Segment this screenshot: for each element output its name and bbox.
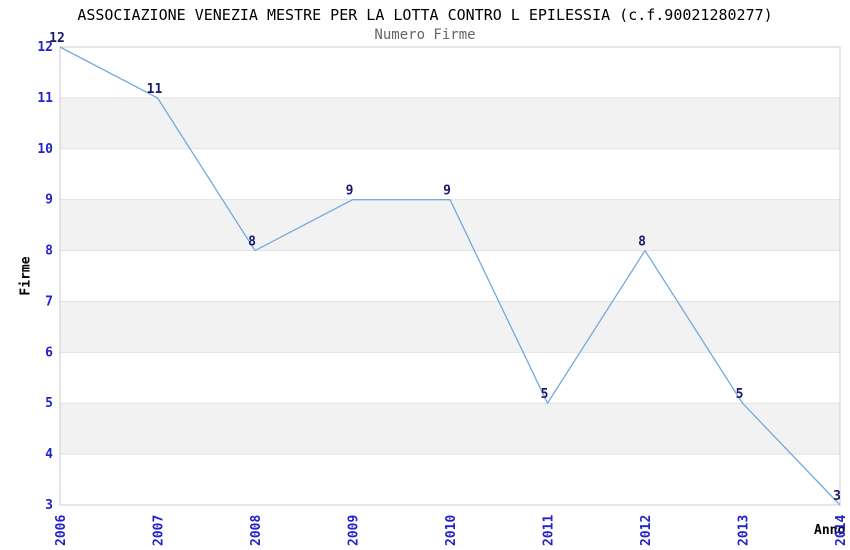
point-label: 12 xyxy=(49,31,65,46)
y-tick-label: 11 xyxy=(37,91,53,106)
x-tick-label: 2011 xyxy=(542,515,557,546)
y-tick-label: 3 xyxy=(45,498,53,513)
x-tick-label: 2012 xyxy=(639,515,654,546)
x-tick-label: 2010 xyxy=(444,515,459,546)
plot-band xyxy=(60,301,840,353)
y-tick-label: 7 xyxy=(45,294,53,309)
x-tick-label: 2013 xyxy=(737,515,752,546)
y-tick-label: 8 xyxy=(45,244,53,259)
gridlines xyxy=(60,97,840,455)
point-label: 5 xyxy=(736,387,744,402)
point-label: 8 xyxy=(638,235,646,250)
y-tick-label: 4 xyxy=(45,447,53,462)
y-tick-label: 9 xyxy=(45,193,53,208)
y-tick-label: 10 xyxy=(37,142,53,157)
y-tick-label: 5 xyxy=(45,396,53,411)
x-axis-label: Anno xyxy=(814,523,846,538)
point-label: 9 xyxy=(346,184,354,199)
point-label: 9 xyxy=(443,184,451,199)
plot-band xyxy=(60,199,840,251)
point-labels: 12 11 8 9 9 5 8 5 3 xyxy=(49,31,841,504)
plot-band xyxy=(60,403,840,455)
x-tick-label: 2014 xyxy=(834,515,849,546)
plot-bands xyxy=(60,97,840,455)
point-label: 3 xyxy=(833,489,841,504)
plot-border xyxy=(59,46,841,506)
x-tick-label: 2006 xyxy=(54,515,69,546)
data-line xyxy=(59,46,841,506)
x-tick-labels: 2006 2007 2008 2009 2010 2011 2012 2013 2014 xyxy=(54,515,849,546)
y-tick-labels: 3 4 5 6 7 8 9 10 11 12 xyxy=(37,40,53,513)
x-tick-label: 2007 xyxy=(152,515,167,546)
x-tick-label: 2009 xyxy=(347,515,362,546)
chart-subtitle: Numero Firme xyxy=(374,27,476,43)
y-tick-label: 12 xyxy=(37,40,53,55)
point-label: 11 xyxy=(147,82,163,97)
plot-band xyxy=(60,97,840,149)
y-tick-label: 6 xyxy=(45,345,53,360)
point-label: 5 xyxy=(541,387,549,402)
x-tick-label: 2008 xyxy=(249,515,264,546)
point-label: 8 xyxy=(248,235,256,250)
chart-title: ASSOCIAZIONE VENEZIA MESTRE PER LA LOTTA… xyxy=(77,6,773,24)
